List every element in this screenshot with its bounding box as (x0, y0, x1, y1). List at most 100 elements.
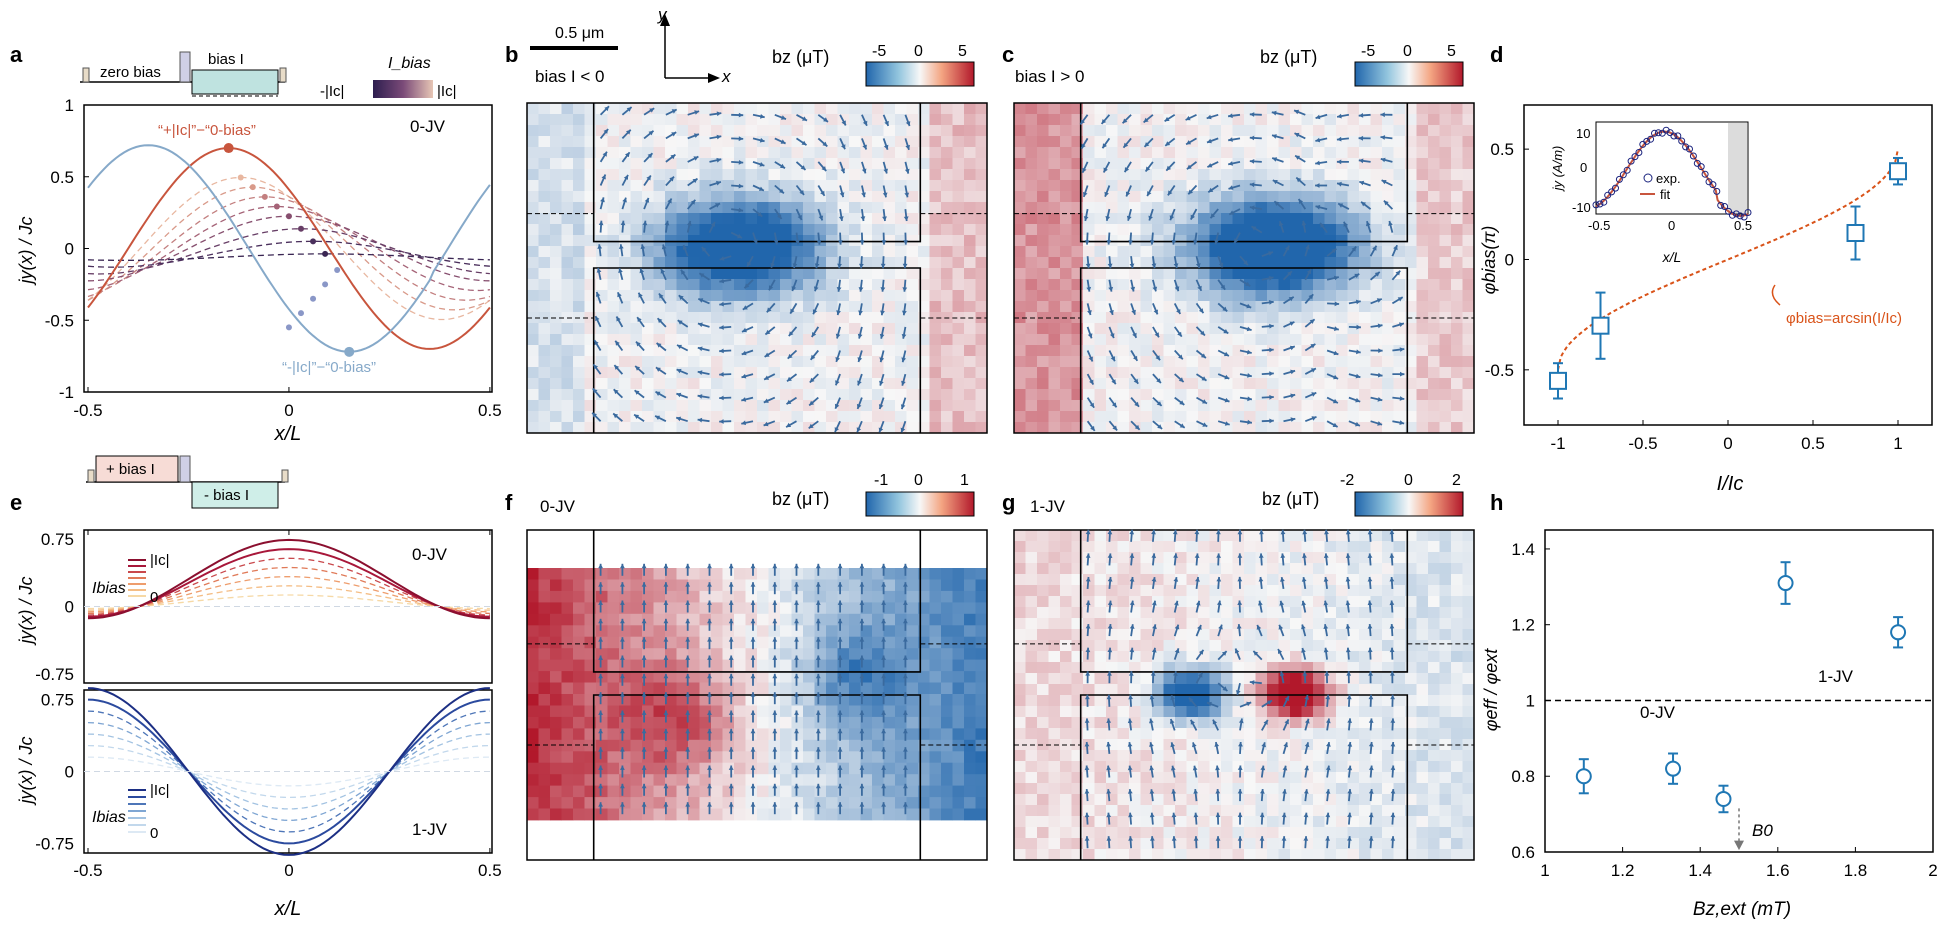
map-pixel (734, 202, 746, 214)
map-pixel (1428, 213, 1440, 225)
map-pixel (607, 268, 620, 280)
map-pixel (1267, 246, 1279, 258)
map-pixel (1416, 246, 1429, 258)
vector-arrowhead (676, 416, 682, 422)
map-pixel (630, 114, 643, 126)
map-pixel (757, 400, 769, 412)
map-pixel (538, 808, 551, 821)
map-pixel (1382, 125, 1394, 137)
vector-arrowhead (1149, 240, 1155, 245)
map-pixel (918, 125, 930, 137)
map-pixel (699, 762, 712, 775)
map-pixel (665, 728, 677, 741)
map-pixel (1416, 312, 1429, 324)
map-pixel (975, 613, 988, 626)
map-pixel (711, 590, 723, 603)
map-pixel (975, 602, 988, 615)
map-pixel (745, 739, 758, 752)
map-pixel (952, 367, 965, 379)
map-pixel (630, 246, 643, 258)
map-pixel (1106, 268, 1118, 280)
map-pixel (1152, 191, 1164, 203)
vector-arrowhead (597, 244, 603, 249)
vector-arrowhead (772, 563, 778, 569)
vector-arrowhead (701, 247, 707, 252)
map-pixel (1255, 290, 1268, 302)
vector-arrowhead (881, 582, 886, 587)
vector-arrowhead (1111, 402, 1117, 408)
map-pixel (952, 636, 965, 649)
map-pixel (711, 114, 723, 126)
vector-arrowhead (646, 175, 651, 181)
vector-arrowhead (719, 278, 725, 284)
map-pixel (745, 400, 758, 412)
map-pixel (722, 694, 735, 706)
vector-arrowhead (881, 692, 886, 697)
map-pixel (837, 323, 850, 335)
map-pixel (642, 312, 654, 324)
vector-arrowhead (815, 582, 821, 587)
map-pixel (1209, 378, 1222, 390)
vector-arrowhead (1178, 354, 1183, 360)
map-pixel (630, 808, 643, 821)
field-map-c (1013, 102, 1475, 434)
map-pixel (1370, 367, 1383, 379)
map-pixel (826, 235, 838, 247)
map-pixel (1186, 147, 1199, 159)
vector-arrowhead (641, 692, 647, 697)
map-pixel (653, 136, 666, 148)
map-pixel (849, 808, 861, 821)
map-pixel (1186, 411, 1199, 423)
map-pixel (561, 774, 574, 787)
map-pixel (676, 334, 689, 346)
map-pixel (676, 180, 689, 192)
map-pixel (642, 400, 654, 412)
inset-exp-point (1635, 149, 1643, 156)
map-pixel (745, 279, 758, 291)
vector-arrowhead (1147, 191, 1152, 197)
map-pixel (1163, 367, 1176, 379)
map-pixel (768, 213, 781, 225)
map-pixel (1462, 125, 1475, 137)
panel-c: c bias I > 0 bz (μT) -5 0 5 (1002, 42, 1475, 434)
map-pixel (1290, 224, 1302, 236)
vector-arrowhead (598, 710, 603, 715)
map-pixel (757, 808, 769, 821)
map-pixel (688, 378, 700, 390)
map-pixel (1129, 246, 1141, 258)
map-pixel (1451, 136, 1463, 148)
map-pixel (1370, 356, 1383, 368)
vector-arrowhead (1310, 344, 1316, 349)
map-pixel (1037, 695, 1049, 707)
map-pixel (1060, 279, 1072, 291)
map-pixel (929, 290, 942, 302)
map-pixel (607, 659, 620, 672)
vector-arrowhead (1289, 345, 1295, 351)
map-pixel (1037, 191, 1049, 203)
map-pixel (791, 590, 804, 603)
map-pixel (1382, 224, 1394, 236)
map-pixel (849, 246, 861, 258)
map-pixel (929, 378, 942, 390)
map-pixel (688, 671, 700, 683)
map-pixel (1014, 706, 1026, 718)
vector-arrowhead (794, 710, 799, 715)
map-pixel (757, 213, 769, 225)
map-pixel (734, 671, 746, 683)
map-pixel (952, 400, 965, 412)
map-pixel (918, 136, 930, 148)
a-dashed-curve (87, 176, 491, 321)
vector-arrowhead (750, 655, 756, 660)
map-pixel (1232, 400, 1245, 412)
map-pixel (653, 180, 666, 192)
vector-arrowhead (620, 673, 625, 679)
map-pixel (561, 694, 574, 706)
vector-arrowhead (881, 673, 886, 679)
map-pixel (1175, 235, 1187, 247)
map-pixel (584, 345, 597, 357)
vector-arrowhead (787, 376, 792, 382)
map-pixel (607, 728, 620, 741)
map-pixel (538, 716, 551, 729)
map-pixel (1255, 268, 1268, 280)
map-pixel (527, 202, 539, 214)
